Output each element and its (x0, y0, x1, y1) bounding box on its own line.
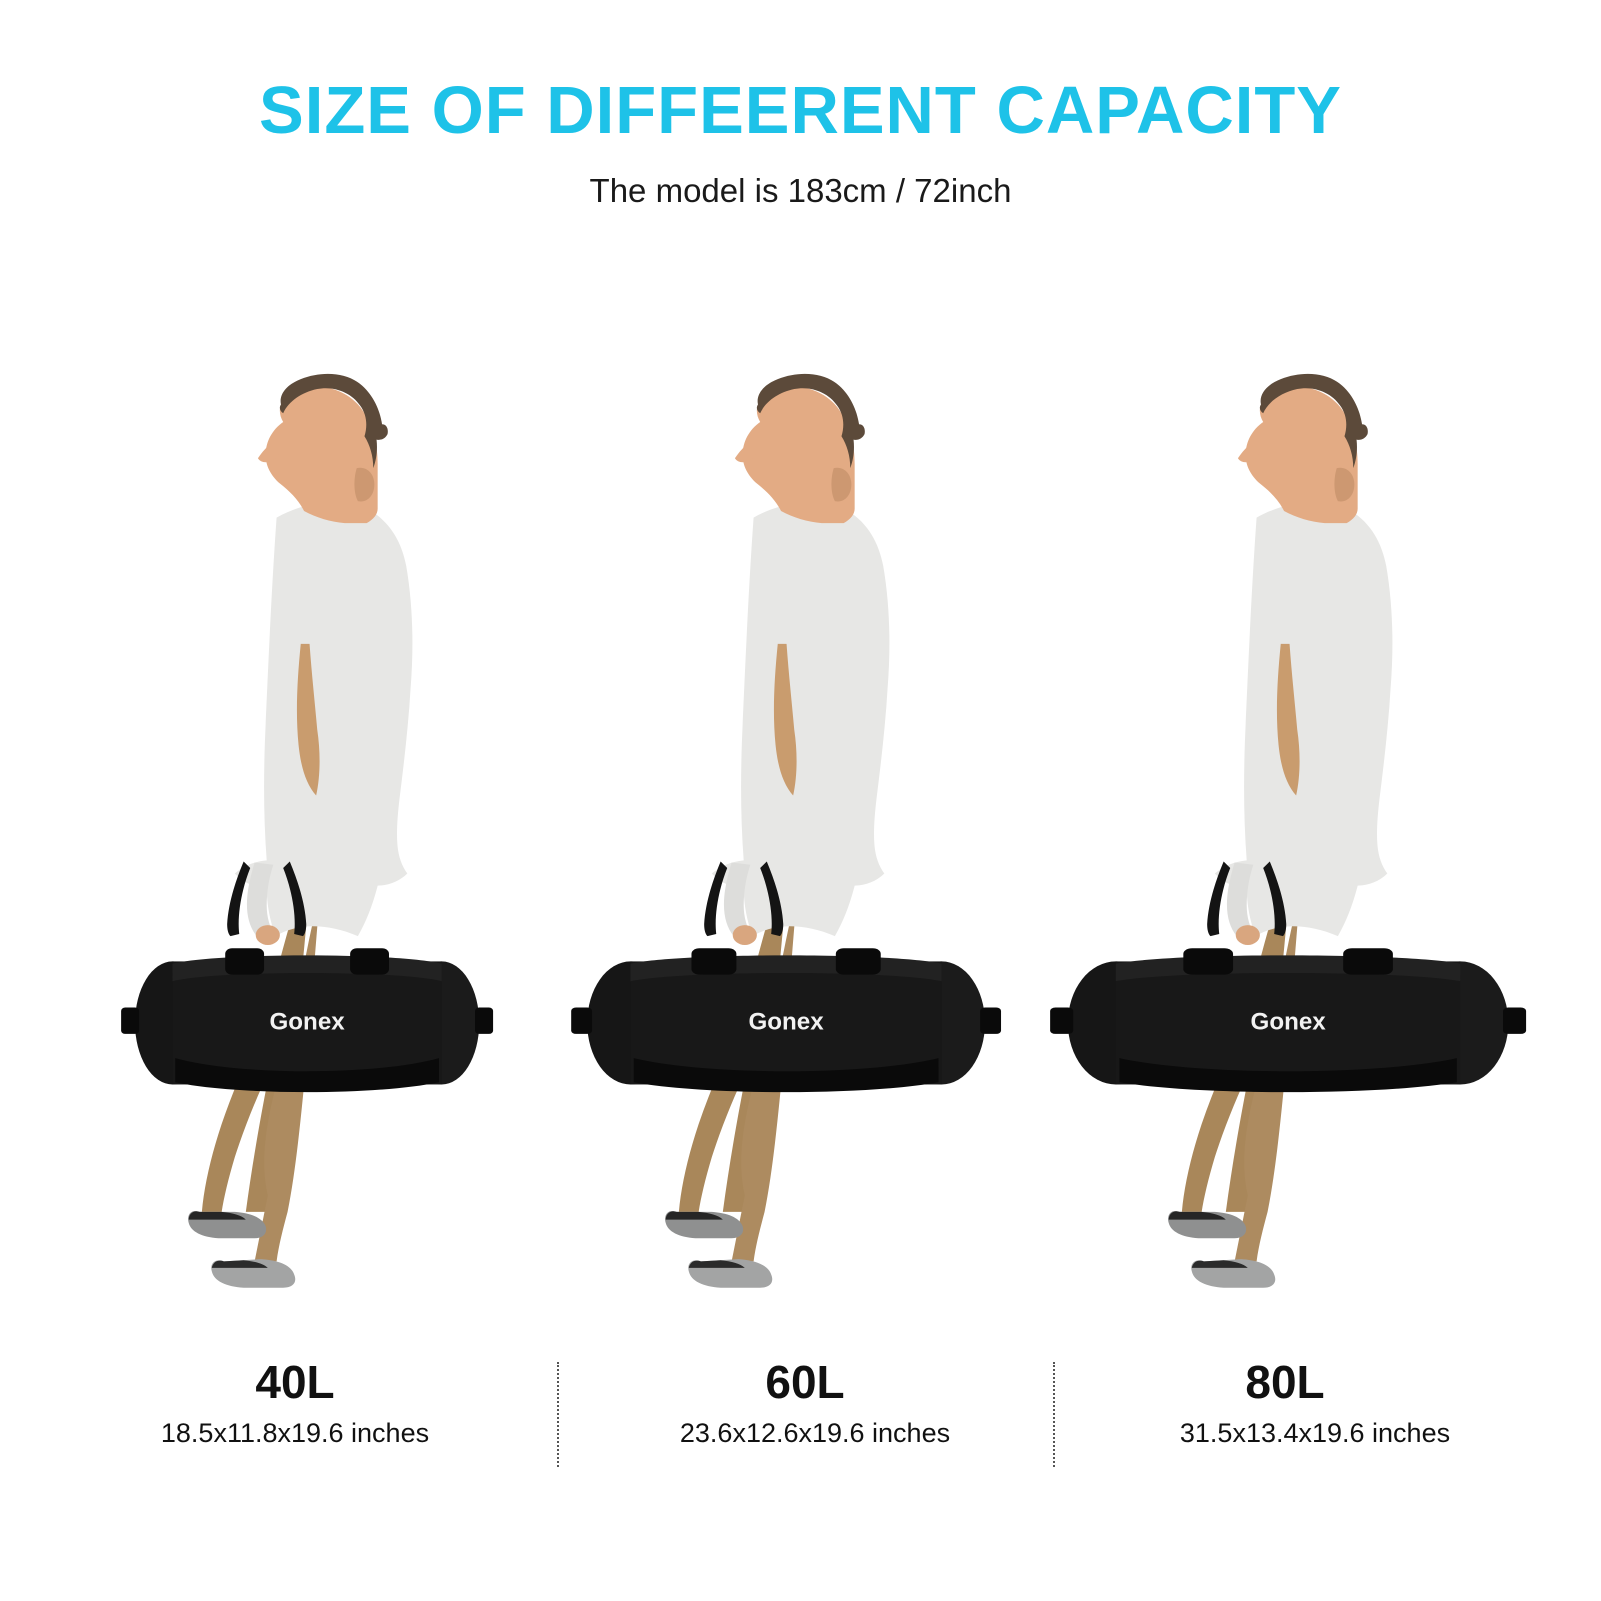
svg-text:Gonex: Gonex (1250, 1009, 1326, 1036)
svg-text:Gonex: Gonex (748, 1009, 824, 1036)
svg-text:Gonex: Gonex (269, 1009, 345, 1036)
